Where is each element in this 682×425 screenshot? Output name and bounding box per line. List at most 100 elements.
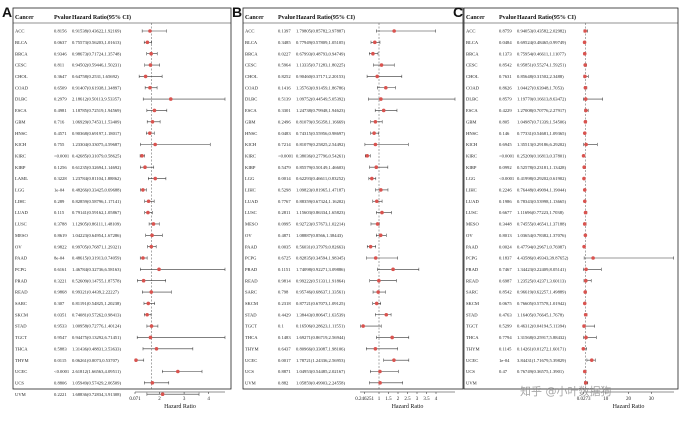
pvalue-label: 0.716 — [54, 119, 65, 124]
cancer-label: THCA — [245, 335, 258, 340]
hr-ci-label: 0.91407(0.61938,1.34897) — [72, 85, 121, 91]
hr-ci-label: 0.76448(0.49094,1.19044) — [517, 188, 566, 194]
hr-point — [378, 233, 383, 238]
pvalue-label: 0.7214 — [278, 142, 291, 147]
cancer-label: ACC — [466, 29, 475, 34]
cancer-label: CESC — [245, 63, 257, 68]
cancer-label: SARC — [466, 290, 478, 295]
cancer-label: ACC — [245, 29, 254, 34]
header-hazard-ratio: Hazard Ratio(95% CI) — [72, 14, 131, 21]
cancer-label: GBM — [245, 119, 255, 124]
hr-ci-label: 0.82859(0.58796,1.17141) — [72, 199, 121, 205]
pvalue-label: 0.4763 — [499, 312, 512, 317]
cancer-label: PRAD — [15, 278, 28, 283]
hr-point — [582, 131, 587, 135]
hr-point — [374, 301, 379, 306]
hr-point — [376, 290, 380, 294]
pvalue-label: 0.146 — [499, 131, 510, 136]
pvalue-label: 0.2221 — [54, 392, 67, 397]
pvalue-label: 0.882 — [278, 380, 289, 385]
cancer-label: KIRP — [245, 165, 256, 170]
hr-point — [145, 40, 150, 45]
hr-ci-label: 0.77949(0.57809,1.05105) — [296, 40, 345, 46]
cancer-label: LUAD — [15, 210, 28, 215]
pvalue-label: 0.8013 — [499, 233, 512, 238]
hr-ci-label: 1.46784(0.32736,6.58163) — [72, 267, 121, 273]
hr-ci-label: 0.80966(0.33087,1.98106) — [296, 346, 345, 352]
hr-ci-label: 1.16405(0.76645,1.7678) — [517, 312, 564, 318]
hr-ci-label: 0.85648(0.31502,2.3488) — [517, 74, 564, 80]
hr-ci-label: 0.06261(0.0073,0.53707) — [72, 358, 119, 364]
cancer-label: ACC — [15, 29, 24, 34]
cancer-label: LGG — [15, 188, 25, 193]
hr-ci-label: 1.18785(0.72519,1.94569) — [72, 108, 121, 114]
hr-ci-label: 1.23525(0.42371,3.60113) — [517, 278, 566, 284]
hr-ci-label: 0.47794(0.29671,0.76987) — [517, 244, 566, 250]
pvalue-label: 0.47 — [499, 369, 508, 374]
hr-point — [582, 244, 586, 249]
hr-ci-label: 0.96619(0.62257,1.49889) — [517, 290, 566, 296]
hr-ci-label: 1.05859(0.49903,2.24558) — [296, 380, 345, 386]
cancer-label: LIHC — [466, 188, 477, 193]
cancer-label: PRAD — [466, 267, 479, 272]
hr-ci-label: 0.81079(0.56358,1.16669) — [296, 119, 345, 125]
hr-ci-label: 0.87721(0.67073,1.09125) — [296, 301, 345, 307]
pvalue-label: 0.9346 — [54, 51, 67, 56]
x-tick-label: 2.5 — [404, 397, 411, 402]
pvalue-label: 0.9814 — [278, 278, 291, 283]
pvalue-label: 0.8806 — [54, 380, 67, 385]
cancer-label: CESC — [466, 63, 478, 68]
hr-point — [146, 210, 150, 215]
pvalue-label: 0.8156 — [54, 29, 67, 34]
hr-point — [380, 210, 384, 215]
hr-ci-label: 0.90460(0.37171,2.20153) — [296, 74, 345, 80]
cancer-label: THYM — [466, 346, 480, 351]
pvalue-label: 0.1 — [278, 324, 284, 329]
pvalue-label: 0.811 — [54, 63, 65, 68]
cancer-label: STAD — [245, 312, 257, 317]
header-cancer: Cancer — [466, 15, 485, 21]
hr-ci-label: 0.76605(0.57578,1.01942) — [517, 301, 566, 307]
pvalue-label: 0.5964 — [278, 63, 291, 68]
hr-point — [134, 358, 138, 362]
pvalue-label: 0.6437 — [278, 346, 291, 351]
hr-point — [583, 312, 588, 317]
hr-point — [140, 154, 144, 158]
cancer-label: CHOL — [15, 74, 28, 79]
hr-point — [143, 74, 148, 79]
hr-ci-label: 3.84431(1.71679,5.39829) — [517, 358, 566, 364]
hr-point — [379, 97, 383, 101]
cancer-label: ESCA — [245, 108, 257, 113]
pvalue-label: 0.1837 — [499, 256, 512, 261]
pvalue-label: 0.8579 — [499, 97, 512, 102]
cancer-label: BLCA — [466, 40, 479, 45]
hr-ci-label: 1.04953(0.54485,2.02167) — [296, 369, 345, 375]
hr-ci-label: 0.48615(0.31913,0.74059) — [72, 256, 121, 262]
cancer-label: READ — [245, 278, 258, 283]
hr-ci-label: 0.76749(0.36575,1.3901) — [517, 369, 564, 375]
hr-point — [157, 267, 161, 272]
pvalue-label: 0.2246 — [499, 188, 512, 193]
pvalue-label: 0.6945 — [499, 142, 512, 147]
cancer-label: KIRC — [245, 153, 256, 158]
cancer-label: UCS — [245, 369, 254, 374]
cancer-label: KICH — [15, 142, 27, 147]
hr-point — [582, 51, 587, 56]
header-pvalue: Pvalue — [278, 15, 296, 21]
pvalue-label: 0.1151 — [278, 267, 291, 272]
cancer-label: UCEC — [15, 369, 27, 374]
pvalue-label: 0.307 — [54, 301, 65, 306]
cancer-label: SKCM — [15, 312, 28, 317]
hr-ci-label: 0.69524(0.48465,0.99749) — [517, 40, 566, 46]
hr-ci-label: 0.61235(0.32694,1.14692) — [72, 165, 121, 171]
hr-ci-label: 1.13335(0.71283,1.80225) — [296, 63, 345, 69]
hr-ci-label: 0.82835(0.34594,1.98345) — [296, 256, 345, 262]
hr-ci-label: 0.77331(0.54681,1.09365) — [517, 131, 566, 137]
hr-ci-label: 1.78721(1.24336,2.56953) — [296, 358, 345, 364]
pvalue-label: 0.0675 — [499, 301, 512, 306]
pvalue-label: 0.0024 — [499, 244, 512, 249]
cancer-label: CHOL — [466, 74, 479, 79]
cancer-label: SKCM — [245, 301, 258, 306]
pvalue-label: 1e-04 — [499, 358, 510, 363]
hr-point — [582, 222, 587, 226]
